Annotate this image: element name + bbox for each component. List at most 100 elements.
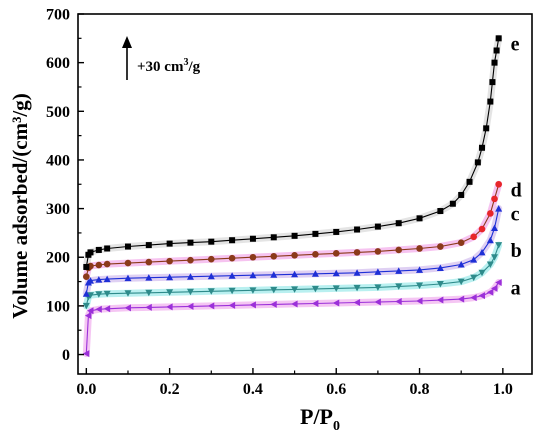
data-point — [487, 98, 494, 105]
data-point — [124, 304, 131, 312]
data-point — [312, 230, 319, 237]
y-tick-label: 0 — [62, 347, 70, 364]
data-point — [495, 279, 502, 287]
data-point — [228, 301, 236, 309]
data-point — [124, 274, 132, 282]
x-axis-title: P/P0 — [300, 404, 340, 434]
series-label-d: d — [511, 179, 522, 201]
data-point — [491, 224, 499, 232]
data-point — [145, 303, 152, 311]
data-point — [487, 210, 494, 217]
data-point — [436, 281, 444, 288]
data-point — [495, 242, 503, 249]
data-point — [333, 228, 340, 235]
data-point — [458, 191, 465, 198]
data-point — [437, 208, 444, 215]
data-point — [395, 220, 402, 227]
data-point — [486, 288, 494, 296]
data-point — [395, 246, 403, 254]
data-point — [228, 272, 236, 279]
data-point — [489, 79, 496, 86]
data-point — [495, 205, 503, 212]
data-point — [145, 274, 153, 281]
data-point — [86, 277, 94, 284]
data-point — [374, 298, 381, 306]
series-label-e: e — [511, 33, 520, 55]
y-tick-label: 100 — [46, 298, 70, 315]
data-point — [103, 275, 111, 283]
x-axis-ticks: 0.0 0.2 0.4 0.6 0.8 1.0 — [76, 368, 513, 398]
data-point — [479, 144, 486, 151]
data-point — [83, 273, 90, 281]
data-point — [332, 285, 340, 292]
y-tick-label: 200 — [46, 250, 70, 267]
data-point — [187, 239, 194, 246]
data-point — [353, 298, 361, 306]
data-point — [311, 299, 319, 307]
data-point — [395, 298, 402, 306]
data-point — [207, 302, 215, 310]
data-point — [483, 125, 490, 132]
data-point — [311, 285, 319, 293]
data-point — [95, 261, 103, 269]
data-point — [124, 290, 132, 297]
data-point — [374, 284, 382, 291]
data-point — [478, 269, 486, 277]
x-tick-label: 0.6 — [326, 381, 346, 398]
y-tick-label: 700 — [46, 7, 70, 24]
data-point — [95, 291, 103, 298]
data-point — [491, 195, 498, 203]
data-point — [312, 251, 319, 258]
y-axis-ticks: 0 100 200 300 400 500 600 700 — [46, 7, 84, 364]
data-point — [82, 350, 90, 358]
data-point — [270, 252, 278, 260]
data-point — [457, 278, 465, 286]
data-point — [374, 268, 382, 275]
x-tick-label: 0.8 — [410, 381, 430, 398]
series-label-a: a — [511, 278, 521, 300]
y-tick-label: 500 — [46, 104, 70, 121]
data-point — [478, 248, 486, 256]
data-point — [249, 235, 256, 242]
y-axis-title: Volume adsorbed/(cm³/g) — [8, 93, 32, 318]
offset-annotation: +30 cm3/g — [122, 36, 201, 80]
data-point — [311, 270, 319, 277]
x-tick-label: 0.2 — [160, 381, 180, 398]
data-point — [416, 282, 424, 289]
data-point — [95, 305, 102, 313]
series-markers — [82, 35, 503, 358]
data-point — [208, 238, 215, 245]
data-point — [416, 266, 424, 273]
data-point — [495, 35, 502, 42]
data-point — [470, 256, 478, 263]
data-point — [229, 237, 236, 244]
data-point — [103, 290, 111, 298]
data-point — [437, 243, 444, 250]
data-point — [291, 232, 298, 239]
series-label-c: c — [511, 204, 520, 226]
y-tick-label: 300 — [46, 201, 70, 218]
data-point — [395, 267, 403, 274]
data-point — [207, 255, 215, 263]
data-point — [228, 254, 236, 262]
x-tick-label: 0.0 — [76, 381, 96, 398]
y-tick-label: 600 — [46, 55, 70, 72]
data-point — [374, 223, 381, 230]
data-point — [95, 276, 103, 283]
data-point — [82, 302, 90, 310]
data-point — [103, 305, 111, 313]
y-tick-label: 400 — [46, 152, 70, 169]
data-point — [166, 240, 173, 247]
data-point — [478, 225, 486, 233]
data-point — [87, 249, 94, 256]
x-tick-label: 1.0 — [493, 381, 513, 398]
data-point — [249, 271, 257, 279]
data-point — [166, 273, 174, 281]
data-point — [495, 180, 502, 188]
data-point — [270, 300, 277, 308]
data-point — [470, 233, 477, 241]
data-point — [207, 288, 215, 295]
data-point — [166, 303, 173, 311]
